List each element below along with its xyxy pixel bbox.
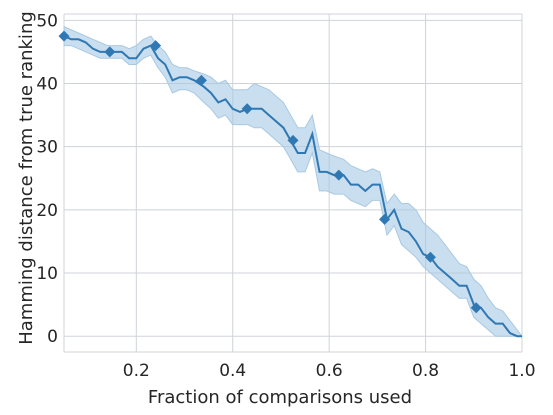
y-tick-label: 10 xyxy=(36,264,58,284)
data-point-marker xyxy=(104,46,116,58)
data-point-marker xyxy=(58,30,70,42)
x-tick-label: 0.8 xyxy=(412,361,439,381)
data-point-marker xyxy=(379,213,391,225)
y-tick-labels: 0 10 20 30 40 50 xyxy=(36,11,58,347)
y-tick-label: 20 xyxy=(36,201,58,221)
data-point-marker xyxy=(195,74,207,86)
data-point-marker xyxy=(241,103,253,115)
data-point-marker xyxy=(287,134,299,146)
y-tick-label: 50 xyxy=(36,11,58,31)
y-tick-label: 40 xyxy=(36,74,58,94)
series-markers xyxy=(58,30,482,314)
series-line xyxy=(63,35,522,338)
y-axis-label: Hamming distance from true ranking xyxy=(16,11,37,345)
confidence-band xyxy=(63,25,524,337)
x-tick-labels: 0.2 0.4 0.6 0.8 1.0 xyxy=(123,361,536,381)
data-point-marker xyxy=(470,302,482,314)
data-point-marker xyxy=(333,169,345,181)
data-point-marker xyxy=(150,40,162,52)
grid xyxy=(63,13,523,353)
y-tick-label: 30 xyxy=(36,138,58,158)
x-tick-label: 0.4 xyxy=(219,361,246,381)
x-tick-label: 0.6 xyxy=(316,361,343,381)
data-point-marker xyxy=(424,251,436,263)
x-axis-label: Fraction of comparisons used xyxy=(148,387,412,408)
x-tick-label: 1.0 xyxy=(508,361,535,381)
y-tick-label: 0 xyxy=(47,327,58,347)
x-tick-label: 0.2 xyxy=(123,361,150,381)
